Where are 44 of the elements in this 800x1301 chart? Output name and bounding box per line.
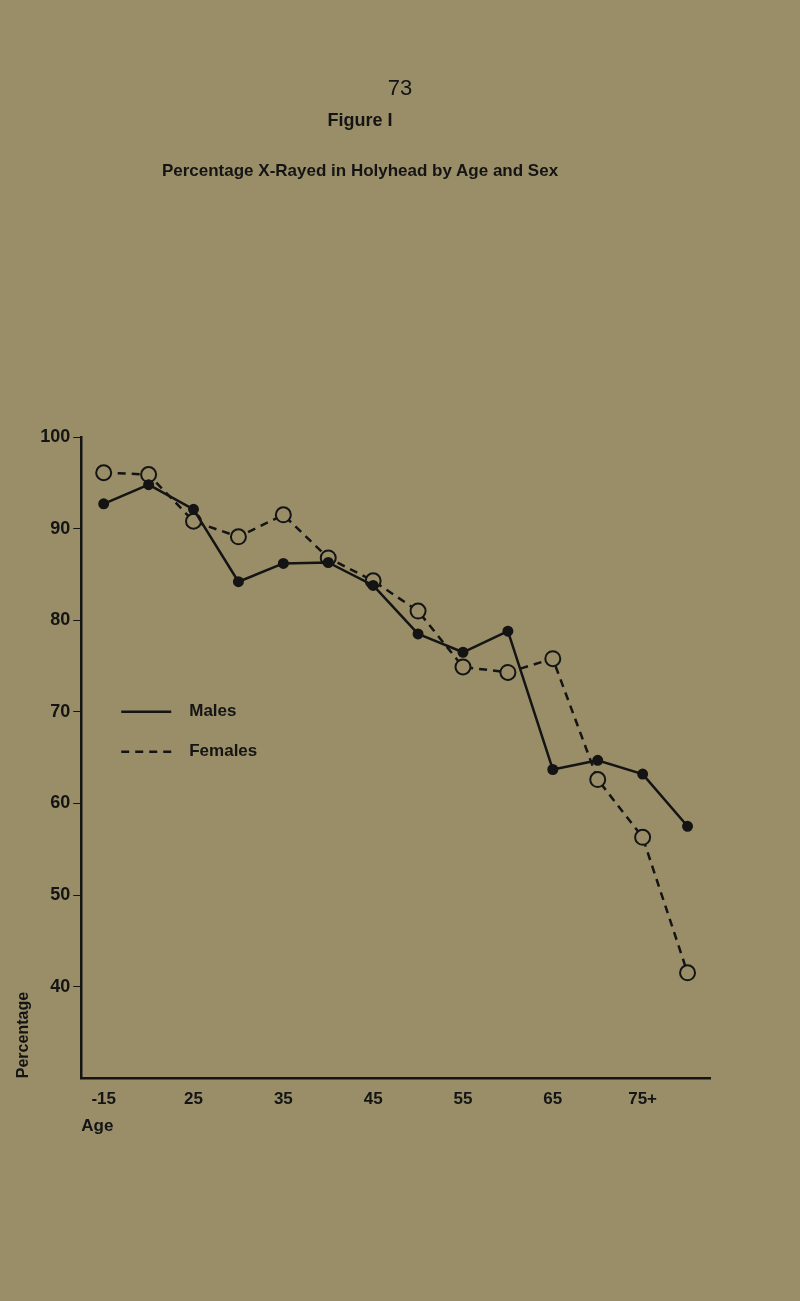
y-tick-label: 50 — [50, 883, 71, 904]
point — [547, 764, 559, 776]
point — [277, 557, 289, 569]
text: 73 — [387, 75, 413, 100]
point — [589, 771, 607, 789]
point — [232, 576, 244, 588]
point — [229, 528, 247, 546]
y-tick-label: 90 — [50, 517, 71, 538]
point — [544, 650, 562, 668]
chart-subtitle: Percentage X-Rayed in Holyhead by Age and Sex — [161, 161, 559, 181]
chart-title: Figure I — [327, 109, 393, 130]
point — [499, 663, 517, 681]
point — [188, 503, 200, 515]
point — [682, 820, 694, 832]
x-tick-label: -15 — [91, 1089, 116, 1109]
point — [502, 625, 514, 637]
y-tick-label: 70 — [50, 700, 71, 721]
y-axis-title: Percentage — [14, 991, 32, 1079]
y-tick-label: 80 — [50, 609, 71, 630]
x-tick-label: 55 — [453, 1089, 473, 1109]
point — [274, 506, 292, 524]
point — [637, 768, 649, 780]
point — [412, 628, 424, 640]
x-tick-label: 35 — [273, 1089, 293, 1109]
x-tick-label: 45 — [363, 1089, 383, 1109]
x-tick-label: 65 — [543, 1089, 563, 1109]
x-tick-label: 75+ — [628, 1089, 658, 1109]
x-axis-title: Age — [81, 1116, 114, 1136]
point — [592, 754, 604, 766]
point — [143, 479, 155, 491]
point — [409, 602, 427, 620]
y-tick-label: 40 — [50, 975, 71, 996]
point — [98, 498, 110, 510]
y-tick-label: 100 — [40, 425, 71, 446]
legend-label: Males — [189, 701, 237, 721]
y-tick-label: 60 — [50, 792, 71, 813]
point — [140, 466, 158, 484]
point — [634, 828, 652, 846]
point — [457, 646, 469, 658]
legend-label: Females — [189, 741, 258, 761]
x-tick-label: 25 — [184, 1089, 203, 1109]
point — [454, 658, 472, 676]
point — [679, 964, 697, 982]
point — [95, 464, 113, 482]
